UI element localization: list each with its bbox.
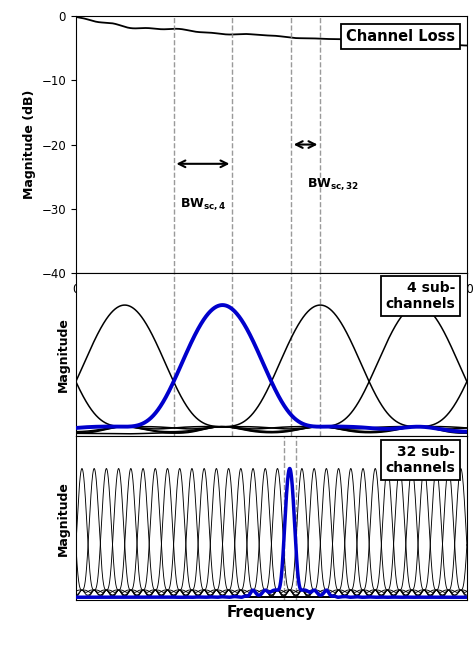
Text: 4 sub-
channels: 4 sub- channels <box>385 281 455 312</box>
Y-axis label: Magnitude: Magnitude <box>57 481 70 555</box>
X-axis label: Frequency (GHz): Frequency (GHz) <box>213 301 330 314</box>
Text: Channel Loss: Channel Loss <box>346 29 455 44</box>
X-axis label: Frequency: Frequency <box>227 606 316 620</box>
Y-axis label: Magnitude (dB): Magnitude (dB) <box>23 90 36 199</box>
Text: 32 sub-
channels: 32 sub- channels <box>385 444 455 475</box>
Text: BW$_{\mathregular{sc,4}}$: BW$_{\mathregular{sc,4}}$ <box>180 196 226 212</box>
Text: BW$_{\mathregular{sc,32}}$: BW$_{\mathregular{sc,32}}$ <box>307 177 359 192</box>
Y-axis label: Magnitude: Magnitude <box>57 317 70 392</box>
